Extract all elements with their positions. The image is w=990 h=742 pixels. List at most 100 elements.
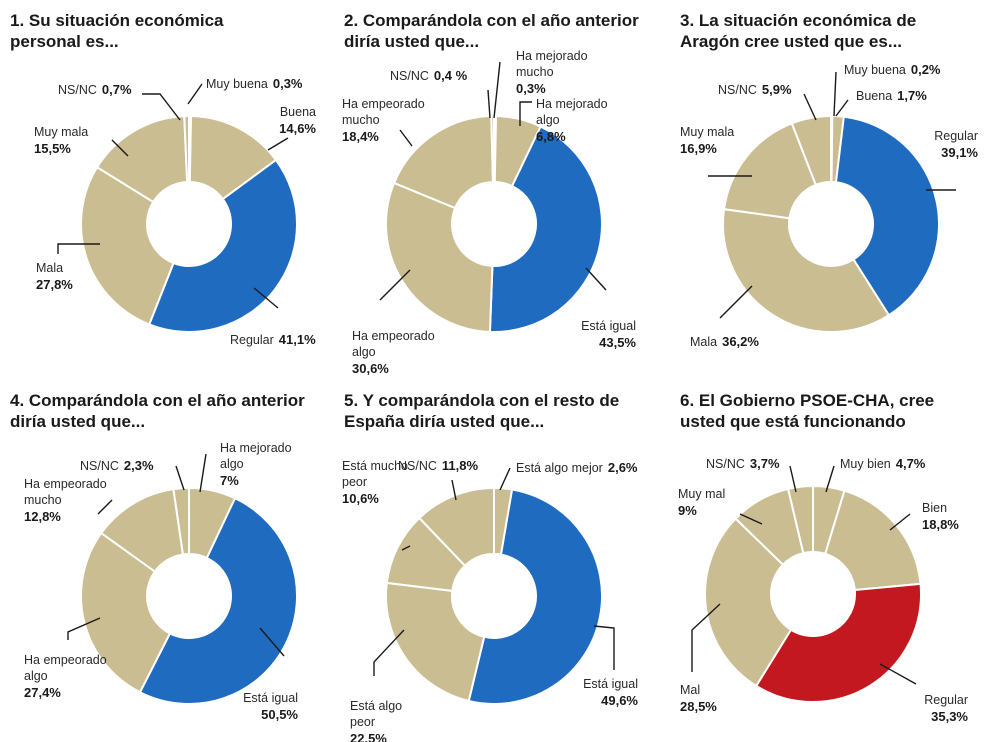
slice-label: Mala 36,2% (690, 334, 759, 349)
slice-value: 41,1% (279, 332, 316, 347)
slice-value: 2,3% (124, 458, 154, 473)
leader-line (67, 617, 101, 640)
slice-value: 0,3% (516, 81, 546, 96)
slice-ha-empeorado-algo (385, 181, 494, 333)
chart-title-line: 1. Su situación económica (10, 11, 224, 30)
slice-label-text: mucho (342, 113, 380, 127)
slice-regular (754, 582, 922, 703)
slice-label: NS/NC 0,4 % (390, 68, 468, 83)
slice-label: Está igual 50,5% (243, 691, 298, 722)
slice-label: Bien 18,8% (922, 501, 959, 532)
leader-line (451, 479, 457, 501)
slice-label: Muy mal 9% (678, 487, 725, 518)
slice-está-algo-peor (385, 581, 486, 703)
slice-label: Está igual 49,6% (583, 677, 638, 708)
donut-chart-1: 1. Su situación económica personal es... M… (10, 11, 316, 347)
slice-label: NS/NC 5,9% (718, 82, 792, 97)
slice-ns-nc (786, 484, 814, 555)
slice-label: Muy mala 15,5% (34, 125, 88, 156)
slice-mal (704, 517, 793, 688)
slice-label-text: NS/NC (718, 83, 757, 97)
chart-title: 4. Comparándola con el año anterior diría… (10, 391, 305, 431)
slice-label-text: NS/NC (706, 457, 745, 471)
slice-value: 7% (220, 473, 239, 488)
slice-mala (722, 207, 891, 333)
slice-label-text: Está igual (243, 691, 298, 705)
slice-label-text: Está igual (581, 319, 636, 333)
chart-title-line: España diría usted que... (344, 412, 544, 431)
slice-value: 43,5% (599, 335, 636, 350)
slice-label: NS/NC 0,7% (58, 82, 132, 97)
chart-title-line: 3. La situación económica de (680, 11, 916, 30)
chart-title: 1. Su situación económica personal es... (10, 11, 224, 51)
leader-line (519, 101, 532, 126)
slice-label: Ha empeorado mucho 18,4% (342, 97, 425, 144)
slice-label: Buena 14,6% (279, 105, 316, 136)
leader-line (199, 453, 207, 493)
slice-label-text: Muy buena (844, 63, 906, 77)
slice-label-text: Está igual (583, 677, 638, 691)
slice-regular (834, 115, 940, 317)
slice-label-text: Está mucho (342, 459, 408, 473)
leader-line (57, 243, 100, 254)
slice-label-text: NS/NC (390, 69, 429, 83)
slice-value: 10,6% (342, 491, 379, 506)
slice-label: Muy buena 0,3% (206, 76, 303, 91)
slice-label-text: algo (352, 345, 376, 359)
slice-label-text: Está algo (350, 699, 402, 713)
leader-line (401, 545, 411, 551)
slice-muy-mala (95, 115, 189, 204)
slice-label: Mal 28,5% (680, 683, 717, 714)
slice-label: Muy mala 16,9% (680, 125, 734, 156)
leader-line (379, 269, 411, 301)
slice-label: Regular 35,3% (924, 693, 968, 724)
slice-label-text: Regular (934, 129, 978, 143)
slice-label: Ha mejorado algo 6,8% (536, 97, 608, 144)
leader-line (187, 83, 203, 105)
slice-value: 49,6% (601, 693, 638, 708)
slice-value: 14,6% (279, 121, 316, 136)
slice-label-text: Bien (922, 501, 947, 515)
slice-value: 28,5% (680, 699, 717, 714)
leader-line (825, 465, 835, 493)
slice-ns-nc (417, 486, 495, 568)
leader-line (487, 89, 491, 119)
slice-value: 27,4% (24, 685, 61, 700)
leader-line (175, 465, 185, 491)
slice-ns-nc (172, 486, 190, 556)
slice-está-igual (467, 488, 603, 705)
slice-label-text: NS/NC (58, 83, 97, 97)
slice-label: NS/NC 3,7% (706, 456, 780, 471)
slice-label: Regular 39,1% (934, 129, 978, 160)
slice-label-text: Muy mala (34, 125, 88, 139)
leader-line (399, 129, 413, 147)
slice-value: 15,5% (34, 141, 71, 156)
slice-ha-empeorado-mucho (392, 115, 494, 210)
slice-label: NS/NC 11,8% (398, 458, 478, 473)
leader-line (691, 603, 721, 672)
slice-label: Ha empeorado mucho 12,8% (24, 477, 107, 524)
slice-value: 0,7% (102, 82, 132, 97)
chart-title: 6. El Gobierno PSOE-CHA, cree usted que e… (680, 391, 934, 431)
chart-title-line: Aragón cree usted que es... (680, 32, 902, 51)
slice-value: 16,9% (680, 141, 717, 156)
slice-value: 5,9% (762, 82, 792, 97)
slice-label-text: algo (220, 457, 244, 471)
slice-value: 11,8% (442, 458, 479, 473)
slice-label: Ha mejorado algo 7% (220, 441, 292, 488)
slice-label-text: Muy mala (680, 125, 734, 139)
slice-value: 1,7% (897, 88, 927, 103)
slice-label-text: Buena (856, 89, 892, 103)
slice-label: Está mucho peor 10,6% (342, 459, 408, 506)
slice-label-text: Ha empeorado (24, 477, 107, 491)
slice-value: 30,6% (352, 361, 389, 376)
slice-label: Ha mejorado mucho 0,3% (516, 49, 588, 96)
slice-value: 39,1% (941, 145, 978, 160)
slice-ns-nc (790, 114, 832, 187)
slice-label-text: mucho (516, 65, 554, 79)
slice-label-text: NS/NC (80, 459, 119, 473)
leader-line (493, 61, 501, 119)
slice-label-text: Está algo mejor (516, 461, 603, 475)
slice-label-text: NS/NC (398, 459, 437, 473)
donut-chart-2: 2. Comparándola con el año anterior diría… (342, 11, 639, 376)
